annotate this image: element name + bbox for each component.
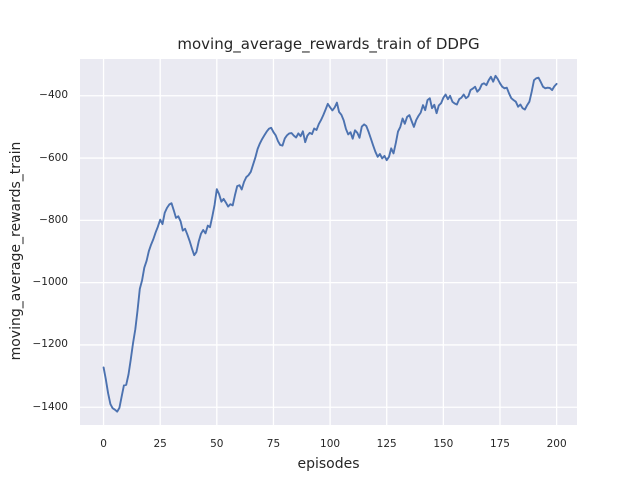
x-tick-label: 75: [266, 438, 281, 450]
x-tick-label: 25: [153, 438, 167, 450]
x-tick-label: 175: [489, 438, 510, 450]
chart-title: moving_average_rewards_train of DDPG: [177, 35, 480, 53]
data-line: [102, 74, 558, 413]
x-tick-label: 125: [376, 438, 397, 450]
x-tick-label: 0: [100, 438, 107, 450]
y-tick-label: −1000: [32, 276, 68, 289]
x-axis-label: episodes: [297, 456, 360, 472]
y-tick-label: −600: [39, 151, 68, 164]
y-tick-label: −400: [39, 89, 68, 102]
x-tick-label: 100: [320, 438, 341, 450]
plot-area: [80, 59, 577, 425]
x-tick-label: 150: [433, 438, 454, 450]
plot-svg: [80, 59, 577, 425]
x-tick-label: 50: [210, 438, 224, 450]
y-tick-label: −800: [39, 213, 68, 226]
x-tick-label: 200: [546, 438, 567, 450]
y-tick-label: −1400: [32, 400, 68, 413]
y-tick-label: −1200: [32, 338, 68, 351]
y-axis-label: moving_average_rewards_train: [8, 141, 24, 361]
